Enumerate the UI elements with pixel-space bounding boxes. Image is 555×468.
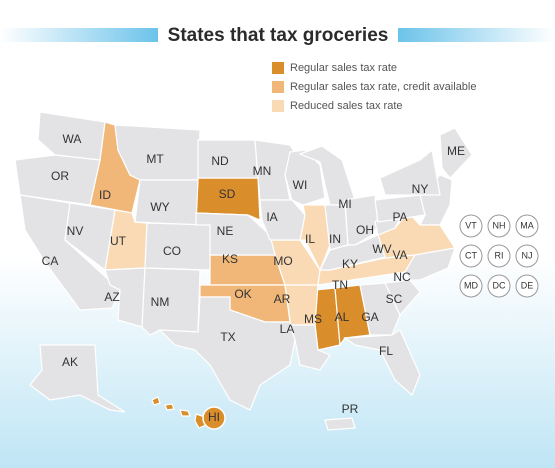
small-state-label: VT: [465, 220, 477, 230]
title-bar: [0, 28, 158, 42]
state-label: KY: [342, 257, 358, 271]
legend: Regular sales tax rate Regular sales tax …: [272, 62, 476, 112]
labels: SD MS AL HI ID KS OK UT IL MO AR TN VA WA OR CA NV MT WY AZ…: [42, 132, 465, 430]
state-label: IN: [329, 232, 341, 246]
state-label: ME: [447, 144, 465, 158]
state: [377, 211, 456, 259]
state: [343, 329, 421, 397]
state-label: NE: [217, 224, 234, 238]
small-state-label: DE: [521, 280, 534, 290]
state-label: OH: [356, 223, 374, 237]
state: [195, 212, 276, 256]
legend-label: Regular sales tax rate: [290, 62, 397, 74]
state: [379, 148, 441, 196]
small-state-badge: [515, 214, 539, 238]
state-label: WV: [372, 242, 391, 256]
map-title: States that tax groceries: [168, 25, 389, 46]
state-label: AR: [274, 292, 291, 306]
state-label: OK: [234, 287, 251, 301]
state-label: AL: [335, 310, 350, 324]
state-label: SC: [386, 292, 403, 306]
state: [319, 234, 386, 271]
small-state-badge: [487, 244, 511, 268]
state-label: TX: [220, 330, 235, 344]
small-state-badge: [459, 274, 483, 298]
state-label: FL: [379, 344, 393, 358]
legend-swatch: [272, 81, 284, 93]
small-state-badge: [459, 214, 483, 238]
state-label: TN: [332, 278, 348, 292]
small-state-label: RI: [495, 250, 504, 260]
state-badge: [202, 406, 226, 430]
state-label: KS: [222, 252, 238, 266]
state-label: CO: [163, 244, 181, 258]
state: [29, 344, 126, 413]
state-label: NM: [151, 295, 170, 309]
state: [158, 296, 296, 411]
state: [14, 154, 101, 206]
state-label: MT: [146, 152, 164, 166]
state-label: NC: [393, 270, 411, 284]
state-label: PA: [392, 210, 407, 224]
state-label: IA: [266, 210, 277, 224]
state-label: CA: [42, 254, 59, 268]
small-state-label: NH: [493, 220, 506, 230]
state-label: VA: [392, 248, 407, 262]
state-label: UT: [110, 234, 127, 248]
state: [374, 194, 426, 223]
state-label: NV: [67, 224, 84, 238]
state: [144, 222, 211, 271]
state-label: MN: [253, 164, 272, 178]
state-label: AZ: [104, 290, 119, 304]
state-label: IL: [305, 232, 315, 246]
state-label: GA: [361, 310, 378, 324]
state: [151, 396, 207, 429]
legend-label: Reduced sales tax rate: [290, 100, 403, 112]
small-state-label: MA: [520, 220, 534, 230]
state-label: WA: [63, 132, 82, 146]
small-state-label: DC: [493, 280, 506, 290]
state-label: WY: [150, 200, 169, 214]
state: [334, 284, 371, 347]
state: [404, 247, 456, 281]
state-label: NY: [412, 182, 429, 196]
small-state-badge: [515, 274, 539, 298]
state: [289, 324, 331, 371]
state-label: LA: [280, 322, 295, 336]
legend-swatch: [272, 100, 284, 112]
small-state-badge: [487, 214, 511, 238]
state-label: OR: [51, 169, 69, 183]
state: [384, 279, 421, 317]
state: [359, 282, 401, 336]
state-label: AK: [62, 355, 78, 369]
state-label: MI: [338, 197, 351, 211]
states: [14, 111, 473, 431]
state-label: HI: [208, 410, 220, 424]
state-label: MO: [273, 254, 292, 268]
legend-swatch: [272, 62, 284, 74]
state-label: ND: [211, 154, 229, 168]
state-label: PR: [342, 402, 359, 416]
small-state-label: NJ: [522, 250, 533, 260]
state-label: WI: [293, 178, 308, 192]
state: [439, 127, 473, 179]
small-state-badge: [487, 274, 511, 298]
state: [324, 417, 356, 431]
legend-label: Regular sales tax rate, credit available: [290, 81, 476, 93]
small-state-badge: [515, 244, 539, 268]
state-label: ID: [99, 188, 111, 202]
small-states: VT NH MA CT RI NJ MD DC DE: [459, 214, 539, 298]
state-label: SD: [219, 187, 236, 201]
small-state-badge: [459, 244, 483, 268]
small-state-label: MD: [464, 280, 478, 290]
state-label: MS: [304, 312, 322, 326]
title-bar: [398, 28, 555, 42]
small-state-label: CT: [465, 250, 477, 260]
